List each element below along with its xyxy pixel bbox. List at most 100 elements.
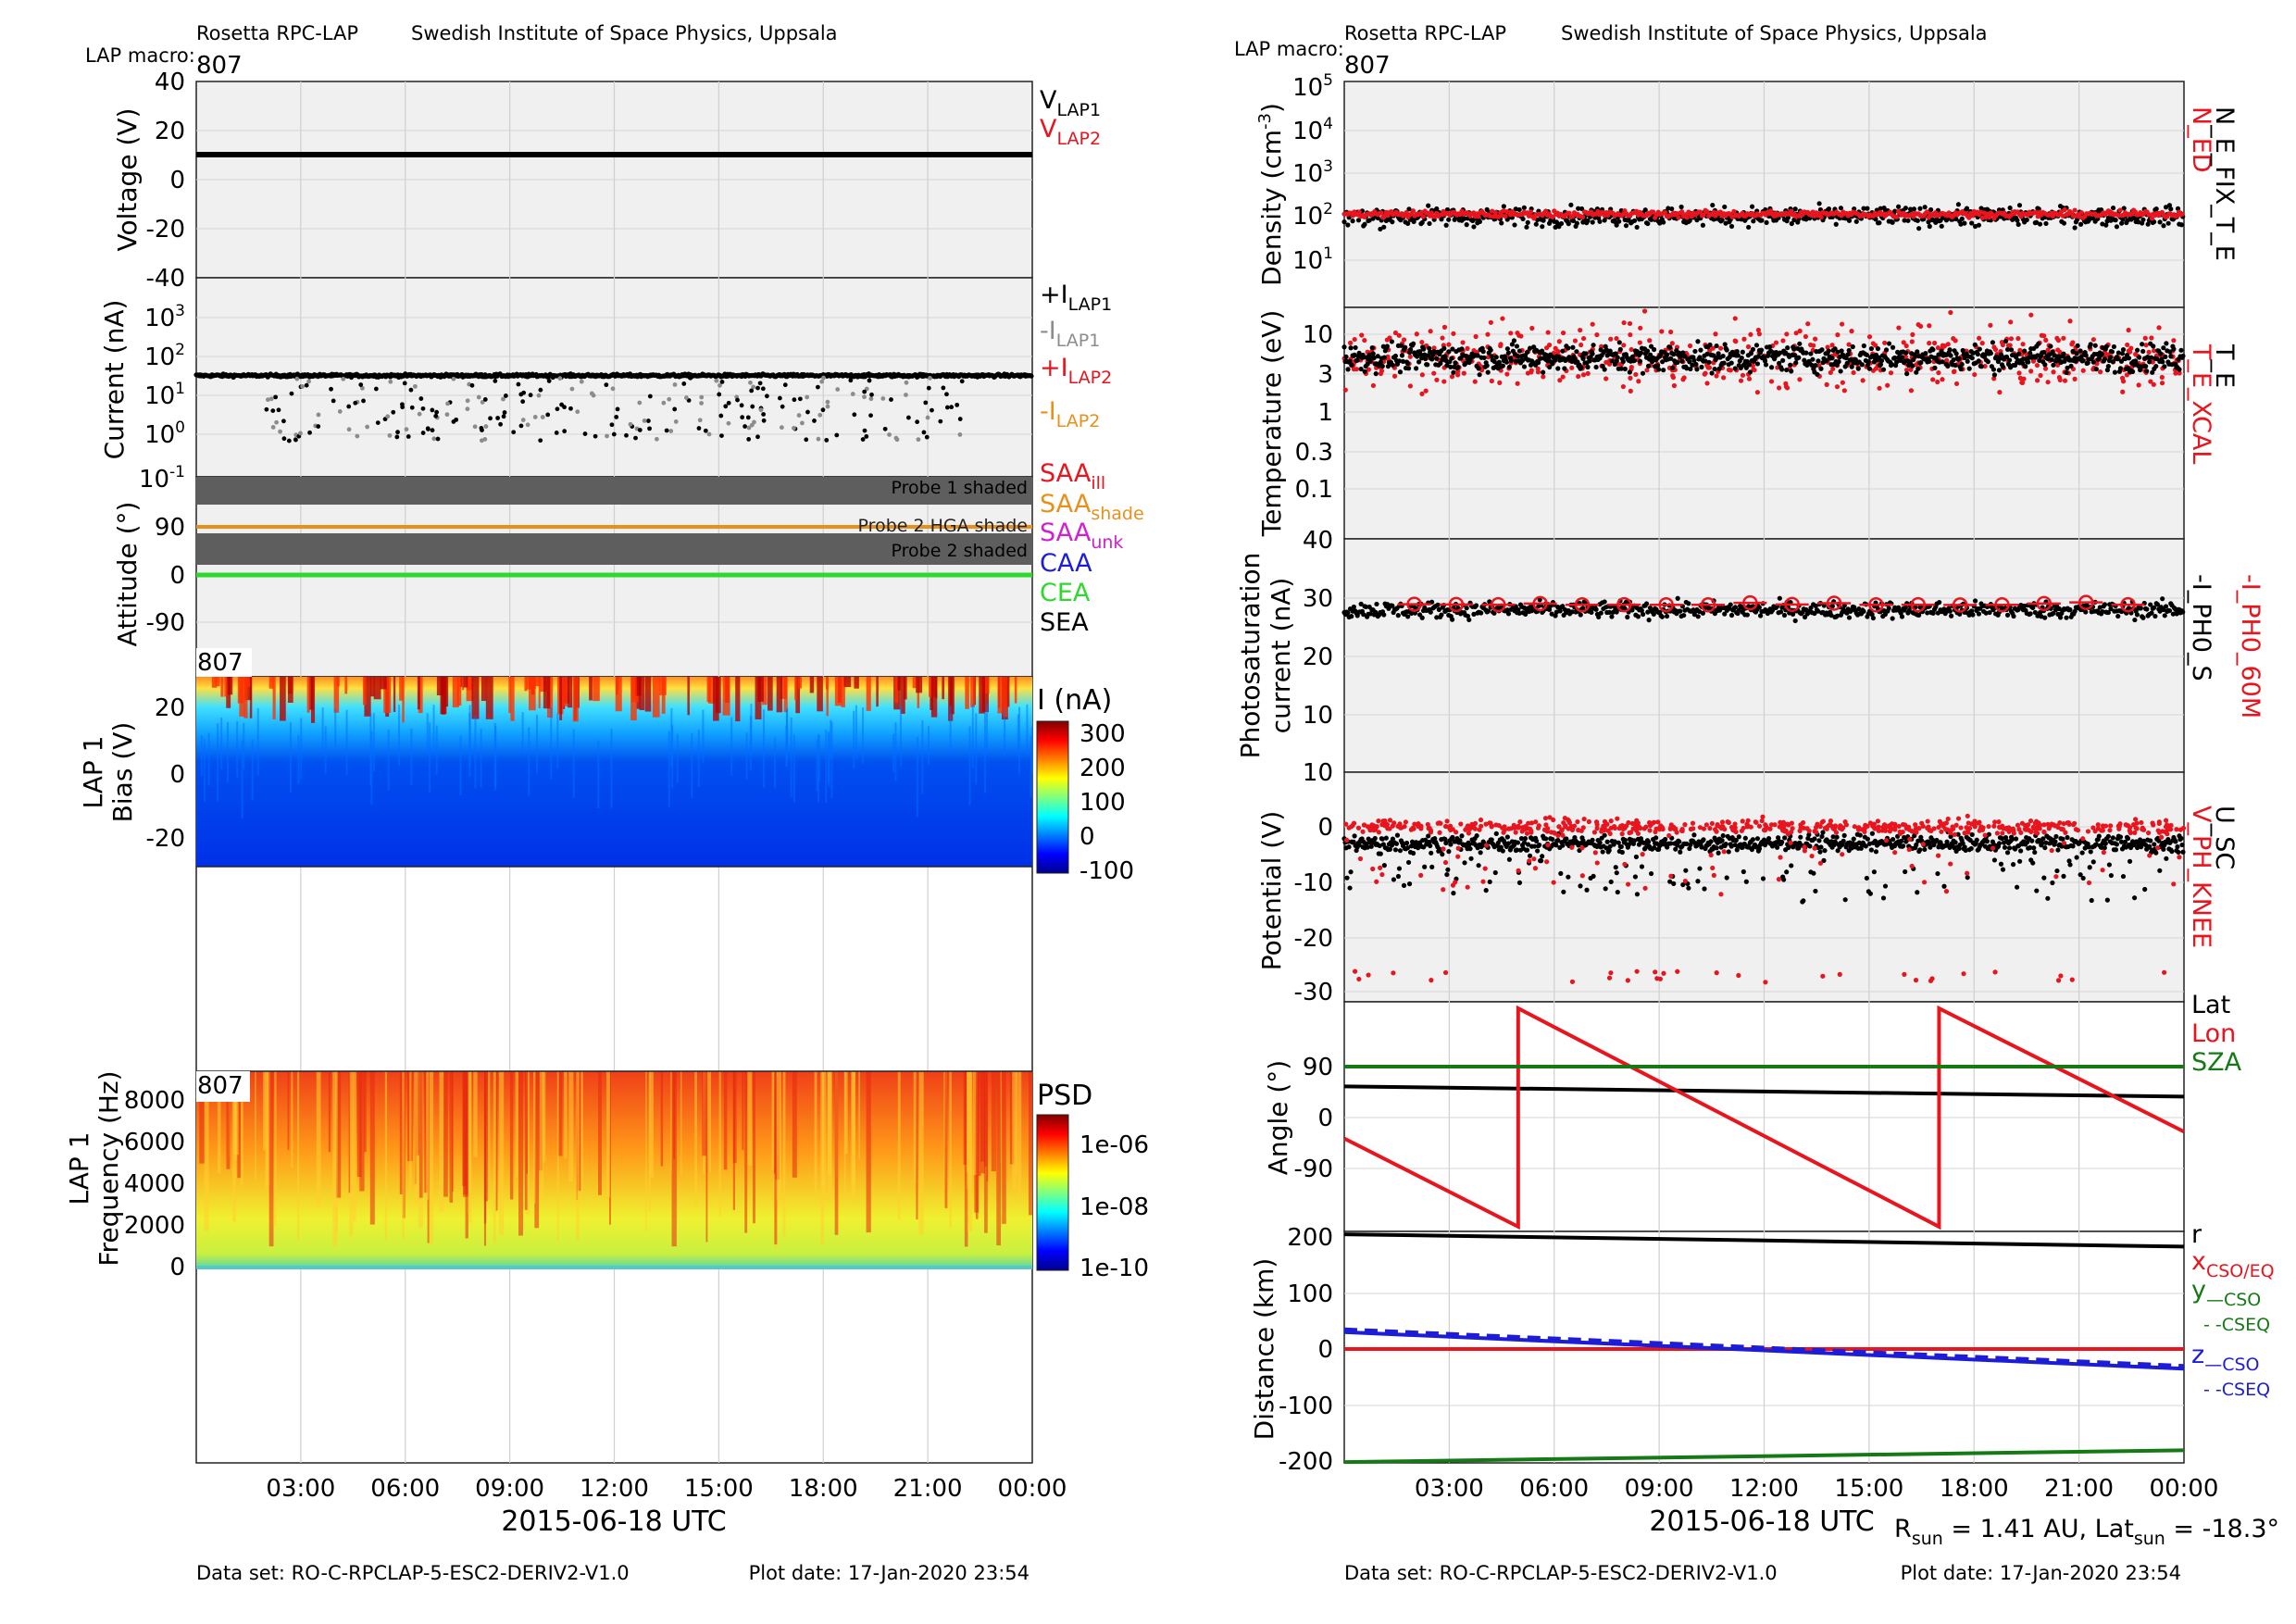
density-ytick: 101 — [1292, 244, 1333, 275]
temperature-point — [1714, 343, 1719, 349]
current-point — [417, 411, 422, 417]
temperature-point — [2153, 363, 2159, 369]
current-point — [645, 418, 651, 423]
photosat-point — [1434, 615, 1440, 620]
sweep-streak — [949, 677, 955, 715]
current-point — [628, 421, 633, 427]
attitude-ytick: -90 — [146, 609, 185, 637]
voltage-ytick: -40 — [146, 265, 185, 293]
temperature-point-xcal — [1560, 374, 1566, 380]
photosat-point — [1969, 608, 1975, 614]
temperature-point — [1615, 355, 1620, 360]
temperature-point-xcal — [1979, 341, 1985, 346]
sweep-streak — [373, 677, 381, 700]
temperature-point — [2042, 362, 2048, 368]
sweep-streak — [589, 677, 593, 701]
density-point-n-e-fix — [1838, 206, 1844, 211]
psd-colorbar-tick: 1e-08 — [1079, 1193, 1149, 1221]
temperature-point — [1813, 363, 1818, 369]
current-point — [925, 415, 930, 420]
photosat-point — [2028, 611, 2033, 617]
temperature-point-xcal — [2119, 375, 2126, 381]
density-point-n-e-fix — [1687, 218, 1692, 223]
density-point-n-e-fix — [1749, 204, 1755, 209]
sweep-streak — [268, 677, 274, 689]
sweep-streak — [985, 704, 988, 753]
temperature-point — [2112, 369, 2118, 375]
temperature-legend-t-e: T_E — [2210, 344, 2239, 388]
density-point-n-e-fix — [1959, 216, 1965, 221]
density-point-n-ed — [1404, 209, 1409, 216]
temperature-point — [1818, 366, 1824, 371]
current-point — [545, 412, 551, 418]
density-point-n-e-fix — [2140, 217, 2146, 222]
temperature-point — [1500, 363, 1505, 369]
photosat-point — [1844, 610, 1850, 616]
current-point — [306, 379, 311, 384]
temperature-point-xcal — [2008, 336, 2015, 342]
psd-streak — [332, 1071, 338, 1247]
temperature-point-xcal — [1633, 371, 1639, 378]
temperature-point-xcal — [2156, 325, 2162, 331]
sweep-colorbar-tick: 100 — [1079, 789, 1126, 817]
temperature-point — [1721, 360, 1727, 366]
sweep-streak — [463, 677, 468, 688]
density-point-n-ed — [1579, 214, 1586, 220]
temperature-point — [2107, 355, 2113, 360]
density-point-n-e-fix — [1366, 218, 1372, 223]
left-instrument-title: Rosetta RPC-LAP — [196, 22, 358, 44]
current-point — [740, 415, 745, 420]
temperature-point — [1940, 359, 1945, 365]
current-legend-minus-ilap1: -ILAP1 — [1040, 317, 1100, 351]
photosat-point — [1972, 598, 1978, 604]
current-point — [337, 409, 343, 414]
density-point-n-e-fix — [1390, 219, 1395, 225]
temperature-point-xcal — [2126, 327, 2131, 333]
temperature-point-xcal — [1585, 370, 1591, 376]
current-point — [797, 396, 803, 402]
current-point — [445, 401, 450, 406]
psd-streak — [580, 1071, 583, 1195]
density-point-n-e-fix — [1861, 206, 1866, 211]
temperature-point — [1743, 365, 1749, 370]
current-point — [420, 406, 426, 411]
photosat-point — [1405, 614, 1411, 619]
temperature-point — [1527, 345, 1533, 351]
sweep-streak — [369, 713, 372, 786]
psd-streak — [1012, 1071, 1017, 1190]
temperature-point-xcal — [1953, 381, 1960, 387]
psd-streak — [1017, 1071, 1022, 1202]
density-point-n-e-fix — [1405, 220, 1411, 227]
current-point — [930, 407, 934, 413]
current-point — [557, 376, 563, 381]
temperature-point-xcal — [1873, 366, 1879, 371]
current-point — [331, 398, 336, 404]
sweep-streak — [426, 713, 429, 753]
temperature-point-xcal — [1896, 325, 1902, 331]
temperature-point — [2161, 345, 2166, 351]
sweep-streak — [670, 707, 673, 768]
temperature-point-xcal — [1840, 380, 1845, 385]
sweep-streak — [661, 677, 666, 714]
temperature-point-xcal — [1354, 367, 1359, 372]
temperature-point — [1354, 357, 1360, 363]
sweep-streak — [912, 677, 917, 689]
sweep-streak — [480, 677, 487, 702]
temperature-point — [1913, 353, 1918, 358]
temperature-point — [2052, 353, 2057, 358]
temperature-point — [1407, 347, 1414, 353]
temperature-point — [1953, 351, 1959, 356]
current-point — [905, 415, 911, 420]
psd-streak — [364, 1071, 367, 1153]
psd-ylabel-probe: LAP 1 — [64, 1132, 94, 1206]
current-point — [817, 412, 823, 418]
sweep-streak — [817, 677, 823, 712]
temperature-point — [2041, 349, 2047, 356]
current-point — [779, 425, 784, 431]
sweep-streak — [707, 677, 716, 704]
photosat-point — [1916, 612, 1922, 618]
psd-ylabel-frequency: Frequency (Hz) — [94, 1070, 124, 1266]
temperature-point-xcal — [1909, 339, 1915, 344]
density-point-n-ed — [1429, 210, 1434, 216]
temperature-point — [1655, 363, 1661, 369]
